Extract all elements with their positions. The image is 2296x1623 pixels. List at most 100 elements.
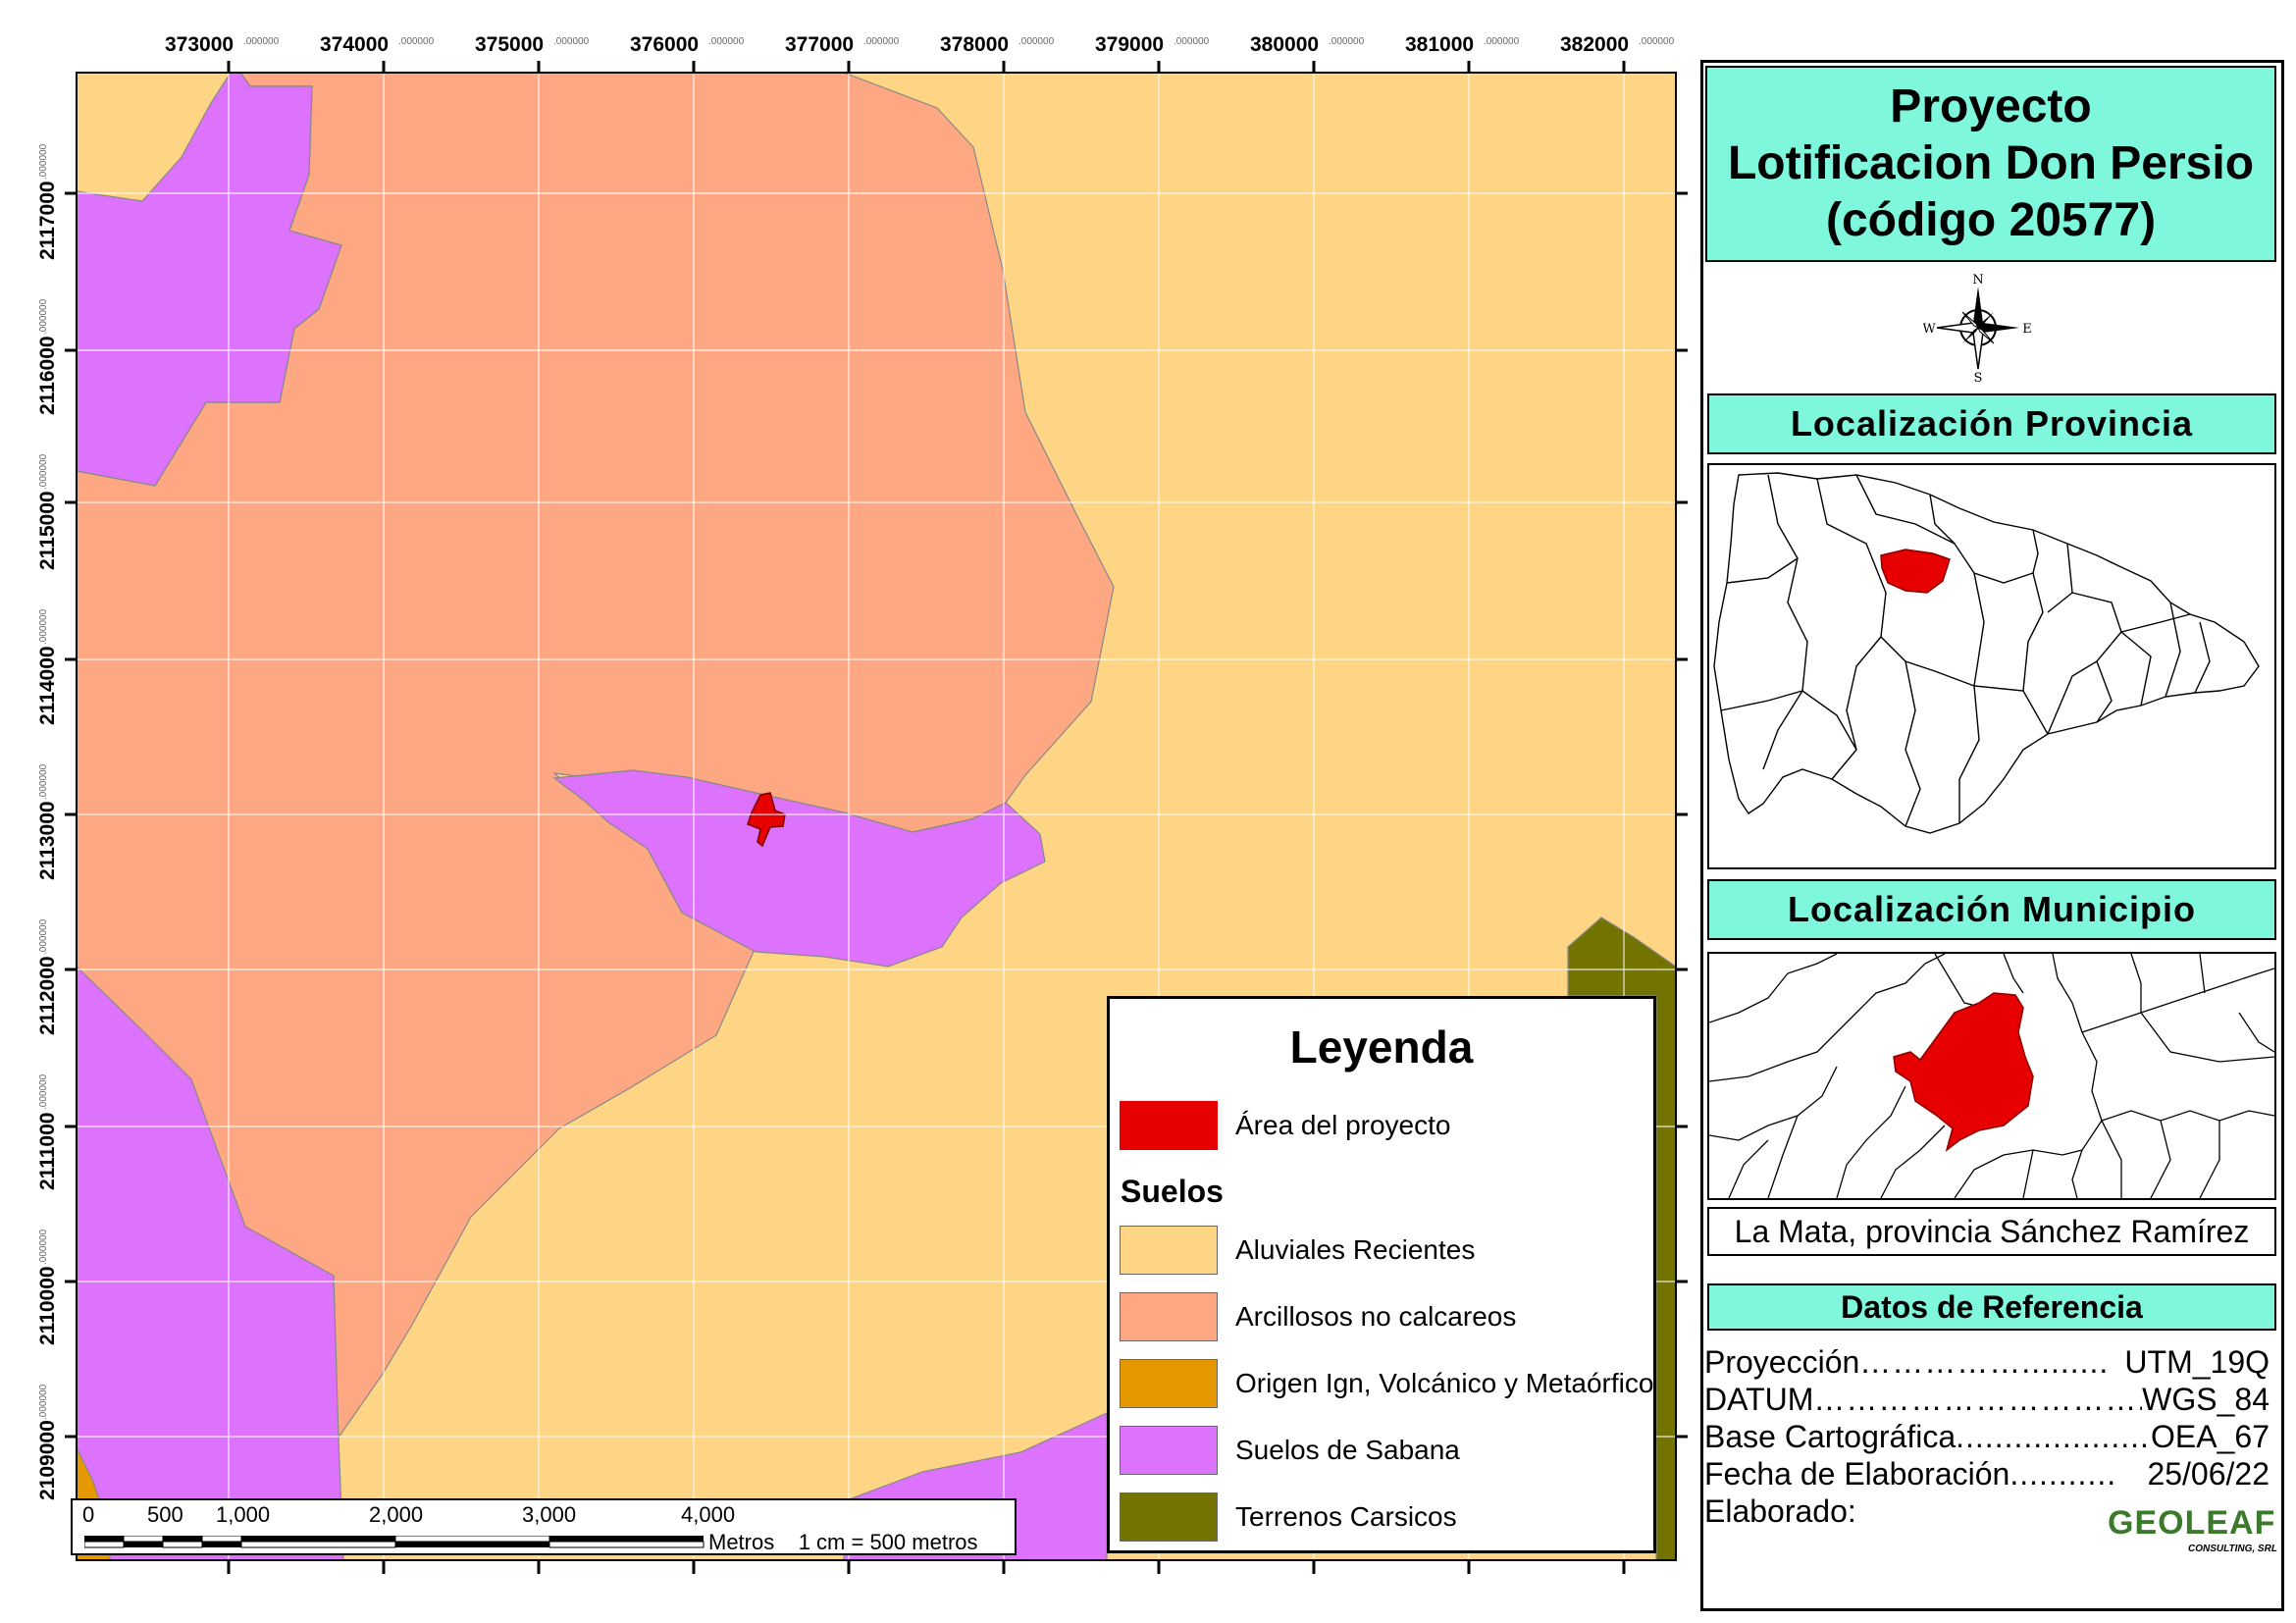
reference-heading: Datos de Referencia bbox=[1707, 1283, 2276, 1331]
legend-swatch bbox=[1120, 1426, 1218, 1475]
project-area[interactable] bbox=[747, 792, 786, 848]
reference-value: UTM_19Q bbox=[2124, 1344, 2270, 1380]
x-tick-suffix: .000000 bbox=[1018, 36, 1055, 47]
legend-label: Origen Ign, Volcánico y Metaórfico bbox=[1235, 1368, 1654, 1398]
east-label: E bbox=[2022, 322, 2032, 337]
x-tick-suffix: .000000 bbox=[1639, 36, 1675, 47]
north-label: N bbox=[1972, 273, 1983, 288]
map-ticks bbox=[65, 61, 1688, 1574]
municipality-label: La Mata, provincia Sánchez Ramírez bbox=[1707, 1207, 2276, 1256]
y-tick-suffix: .000000 bbox=[38, 453, 49, 490]
reference-row-projection: Proyección ……………......... UTM_19Q bbox=[1704, 1344, 2273, 1382]
legend-swatch bbox=[1120, 1101, 1218, 1150]
x-tick-label: 381000 bbox=[1405, 33, 1474, 56]
x-tick-label: 374000 bbox=[320, 33, 389, 56]
geoleaf-logo: GEOLEAF CONSULTING, SRL bbox=[2108, 1504, 2279, 1563]
reference-dots: ........... bbox=[2009, 1456, 2117, 1492]
y-tick-suffix: .000000 bbox=[38, 1384, 49, 1420]
legend-item-aluviales[interactable]: Aluviales Recientes bbox=[1120, 1225, 1475, 1276]
logo-text: GEOLEAF bbox=[2108, 1504, 2276, 1542]
x-tick-label: 375000 bbox=[475, 33, 544, 56]
x-tick-label: 373000 bbox=[165, 33, 234, 56]
x-tick-suffix: .000000 bbox=[708, 36, 745, 47]
x-tick-suffix: .000000 bbox=[553, 36, 590, 47]
municipality-heading: Localización Municipio bbox=[1707, 879, 2276, 940]
scale-tick-label: 4,000 bbox=[681, 1502, 736, 1527]
scale-tick-label: 1,000 bbox=[216, 1502, 271, 1527]
reference-value: 25/06/22 bbox=[2147, 1456, 2270, 1492]
province-inset-map[interactable] bbox=[1707, 463, 2276, 869]
legend-label: Terrenos Carsicos bbox=[1235, 1501, 1457, 1532]
x-tick-label: 382000 bbox=[1560, 33, 1629, 56]
project-title: Proyecto Lotificacion Don Persio (código… bbox=[1705, 66, 2276, 262]
province-heading: Localización Provincia bbox=[1707, 393, 2276, 454]
reference-row-datum: DATUM ………………………….. WGS_84 bbox=[1704, 1382, 2273, 1419]
legend-group-label: Suelos bbox=[1121, 1174, 1224, 1209]
reference-key: DATUM bbox=[1704, 1382, 1814, 1417]
scale-bar: 0 500 1,000 2,000 3,000 4,000 Metros 1 c… bbox=[71, 1498, 1017, 1555]
y-tick-label: 2111000 bbox=[36, 1113, 59, 1190]
legend-swatch bbox=[1120, 1226, 1218, 1275]
legend-label: Arcillosos no calcareos bbox=[1235, 1301, 1517, 1332]
x-tick-label: 378000 bbox=[940, 33, 1009, 56]
y-coordinate-labels: 2117000.000000 2116000.000000 2115000.00… bbox=[36, 143, 59, 1500]
x-tick-label: 377000 bbox=[785, 33, 854, 56]
scale-tick-label: 0 bbox=[82, 1502, 95, 1527]
scale-ratio: 1 cm = 500 metros bbox=[798, 1530, 978, 1554]
x-tick-suffix: .000000 bbox=[1329, 36, 1365, 47]
y-tick-suffix: .000000 bbox=[38, 918, 49, 955]
x-tick-suffix: .000000 bbox=[863, 36, 900, 47]
y-tick-label: 2116000 bbox=[36, 336, 59, 415]
x-tick-suffix: .000000 bbox=[1174, 36, 1210, 47]
y-tick-label: 2109000 bbox=[36, 1420, 59, 1500]
legend-label: Aluviales Recientes bbox=[1235, 1234, 1476, 1265]
reference-row-date: Fecha de Elaboración ........... 25/06/2… bbox=[1704, 1456, 2273, 1493]
west-label: W bbox=[1923, 322, 1936, 337]
reference-key: Base Cartográfica bbox=[1704, 1419, 1957, 1454]
y-tick-label: 2114000 bbox=[36, 646, 59, 725]
y-tick-suffix: .000000 bbox=[38, 608, 49, 645]
legend-title: Leyenda bbox=[1289, 1021, 1474, 1073]
legend-swatch bbox=[1120, 1492, 1218, 1542]
x-tick-suffix: .000000 bbox=[243, 36, 280, 47]
legend: Leyenda Área del proyecto Suelos Aluvial… bbox=[1107, 996, 1656, 1553]
title-line-1: Proyecto bbox=[1890, 80, 2092, 132]
municipality-inset-map[interactable] bbox=[1707, 952, 2276, 1200]
legend-item-origen-ign[interactable]: Origen Ign, Volcánico y Metaórfico bbox=[1120, 1358, 1653, 1409]
y-tick-label: 2112000 bbox=[36, 956, 59, 1035]
reference-dots: ………………………….. bbox=[1813, 1382, 2143, 1417]
municipality-map-graphic bbox=[1709, 954, 2274, 1198]
y-tick-label: 2117000 bbox=[36, 181, 59, 260]
x-tick-label: 380000 bbox=[1250, 33, 1319, 56]
reference-value: WGS_84 bbox=[2142, 1382, 2270, 1417]
province-highlight bbox=[1880, 549, 1951, 594]
south-label: S bbox=[1974, 371, 1983, 383]
scale-bar-graphic bbox=[84, 1536, 704, 1548]
logo-subtext: CONSULTING, SRL bbox=[2188, 1544, 2277, 1554]
north-arrow-icon: N S E W bbox=[1923, 273, 2032, 383]
y-tick-label: 2115000 bbox=[36, 491, 59, 570]
reference-row-author: Elaborado: bbox=[1704, 1493, 2273, 1531]
x-coordinate-labels: 373000 .000000 374000 .000000 375000 .00000… bbox=[165, 33, 1675, 56]
x-tick-suffix: .000000 bbox=[1484, 36, 1520, 47]
scale-tick-label: 3,000 bbox=[522, 1502, 577, 1527]
y-tick-suffix: .000000 bbox=[38, 763, 49, 800]
x-tick-label: 379000 bbox=[1095, 33, 1164, 56]
legend-item-sabana[interactable]: Suelos de Sabana bbox=[1120, 1425, 1460, 1476]
x-tick-suffix: .000000 bbox=[398, 36, 435, 47]
province-map-graphic bbox=[1713, 472, 2260, 834]
municipality-highlight bbox=[1893, 992, 2034, 1152]
map-frame bbox=[76, 72, 1677, 1561]
legend-item-carsicos[interactable]: Terrenos Carsicos bbox=[1120, 1492, 1457, 1543]
soil-aluviales-northwest-corner bbox=[77, 73, 232, 202]
legend-label: Área del proyecto bbox=[1235, 1110, 1451, 1140]
soil-map[interactable]: 373000 .000000 374000 .000000 375000 .00000… bbox=[0, 0, 1697, 1623]
x-tick-label: 376000 bbox=[630, 33, 699, 56]
legend-item-project-area[interactable]: Área del proyecto bbox=[1120, 1100, 1450, 1151]
scale-unit-label: Metros bbox=[708, 1530, 775, 1554]
y-tick-label: 2110000 bbox=[36, 1266, 59, 1345]
reference-key: Proyección bbox=[1704, 1344, 1860, 1380]
legend-item-arcillosos[interactable]: Arcillosos no calcareos bbox=[1120, 1291, 1516, 1342]
reference-dots: ……………......... bbox=[1859, 1344, 2110, 1380]
legend-label: Suelos de Sabana bbox=[1235, 1435, 1460, 1465]
